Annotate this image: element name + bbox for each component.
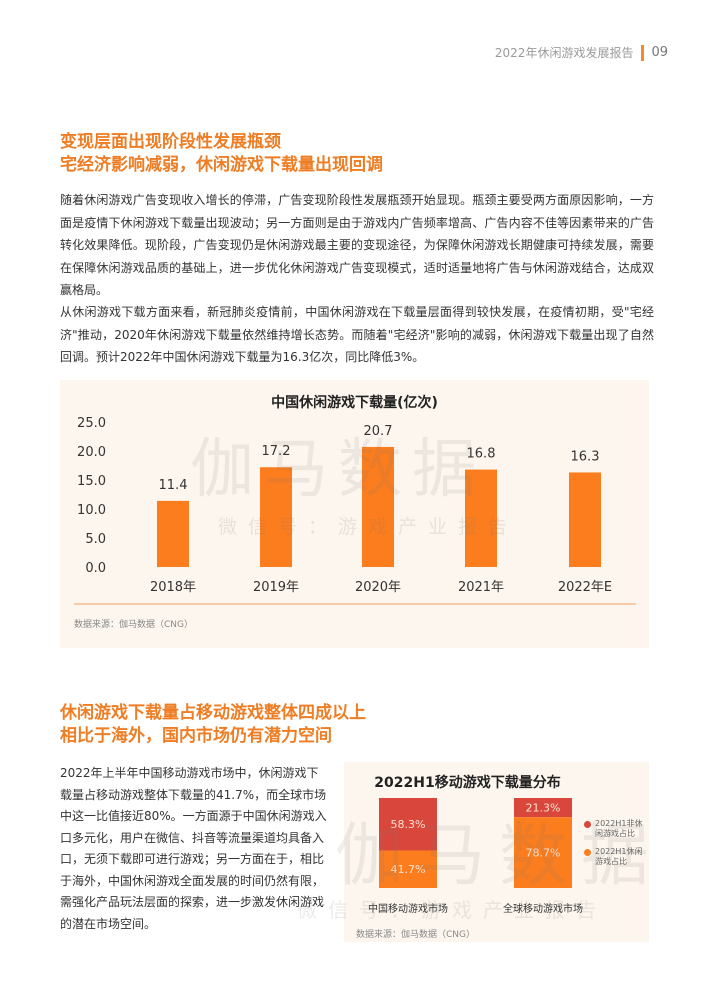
stack-label-casual: 41.7% — [391, 863, 426, 876]
legend-non-casual-dot — [584, 821, 591, 828]
y-tick-label: 5.0 — [85, 532, 106, 547]
x-tick-label: 2019年 — [253, 580, 299, 595]
section2-heading-line2: 相比于海外，国内市场仍有潜力空间 — [60, 726, 332, 746]
stack-category-label: 中国移动游戏市场 — [368, 902, 448, 915]
y-tick-label: 20.0 — [77, 445, 106, 460]
download-bar-chart: 中国休闲游戏下载量(亿次) 25.0 20.0 15.0 10.0 5.0 0.0 11.4… — [60, 380, 649, 648]
bar — [569, 472, 601, 567]
bar-value-label: 17.2 — [262, 444, 291, 459]
chart-title: 中国休闲游戏下载量(亿次) — [271, 395, 438, 411]
stack-segment-non-casual — [514, 798, 572, 818]
section1-heading: 变现层面出现阶段性发展瓶颈 宅经济影响减弱，休闲游戏下载量出现回调 — [60, 131, 383, 177]
section2-paragraph: 2022年上半年中国移动游戏市场中，休闲游戏下载量占移动游戏整体下载量的41.7… — [60, 766, 327, 931]
legend-casual-label: 2022H1休闲游戏占比 — [595, 847, 643, 866]
legend-casual-dot — [584, 849, 591, 856]
x-tick-label: 2020年 — [355, 580, 401, 595]
stack-label-non-casual: 21.3% — [526, 802, 561, 815]
header-divider — [641, 44, 645, 61]
watermark-logo: 伽马数据 — [190, 433, 486, 507]
bar — [157, 500, 189, 567]
bar — [465, 469, 497, 567]
distribution-chart: 2022H1移动游戏下载量分布 58.3% 41.7% 中国移动游戏市场 21.3% 7… — [344, 762, 649, 942]
bar-value-label: 16.3 — [571, 449, 600, 464]
stack-category-label: 全球移动游戏市场 — [503, 902, 583, 915]
section1-paragraph-2: 从休闲游戏下载方面来看，新冠肺炎疫情前，中国休闲游戏在下载量层面得到较快发展，在… — [60, 305, 654, 364]
chart-source: 数据来源：伽马数据（CNG） — [74, 620, 193, 630]
section1-heading-line2: 宅经济影响减弱，休闲游戏下载量出现回调 — [60, 155, 383, 175]
distribution-chart-title: 2022H1移动游戏下载量分布 — [374, 775, 561, 791]
page-header: 2022年休闲游戏发展报告 09 — [495, 44, 668, 61]
stack-segment-casual — [379, 850, 437, 888]
legend-non-casual-label: 2022H1非休闲游戏占比 — [595, 819, 643, 838]
y-tick-label: 25.0 — [77, 416, 106, 431]
x-tick-label: 2022年E — [558, 580, 612, 595]
section1-paragraph-1: 随着休闲游戏广告变现收入增长的停滞，广告变现阶段性发展瓶颈开始显现。瓶颈主要受两… — [60, 193, 654, 297]
watermark-logo-2: 伽马数据 — [335, 817, 664, 896]
y-tick-label: 15.0 — [77, 474, 106, 489]
stack-label-casual: 78.7% — [526, 847, 561, 860]
distribution-chart-svg: 58.3% 41.7% 中国移动游戏市场 21.3% 78.7% 全球移动游戏市场 — [368, 798, 583, 915]
stack-label-non-casual: 58.3% — [391, 818, 426, 831]
bar-chart-svg: 25.0 20.0 15.0 10.0 5.0 0.0 11.4 2018年 17.2 2019年… — [74, 416, 636, 605]
section2-heading-line1: 休闲游戏下载量占移动游戏整体四成以上 — [60, 703, 366, 723]
legend-non-casual: 2022H1非休闲游戏占比 — [584, 819, 645, 839]
report-title: 2022年休闲游戏发展报告 — [494, 46, 634, 60]
page-number: 09 — [651, 45, 668, 60]
bar-value-label: 20.7 — [364, 424, 393, 439]
bar-value-label: 16.8 — [467, 447, 496, 462]
bar-value-label: 11.4 — [159, 478, 188, 493]
section1-heading-line1: 变现层面出现阶段性发展瓶颈 — [60, 132, 281, 152]
watermark-tagline: 微信号：游戏产业报告 — [218, 516, 519, 538]
distribution-chart-source: 数据来源：伽马数据（CNG） — [356, 930, 475, 940]
x-tick-label: 2018年 — [150, 580, 196, 595]
legend-casual: 2022H1休闲游戏占比 — [584, 847, 645, 867]
stack-segment-non-casual — [379, 798, 437, 851]
y-tick-label: 10.0 — [77, 503, 106, 518]
y-tick-label: 0.0 — [85, 561, 106, 576]
stack-segment-casual — [514, 817, 572, 888]
bar — [362, 446, 394, 567]
watermark-tagline-2: 微信号：游戏产业报告 — [297, 898, 607, 922]
bar — [260, 467, 292, 567]
x-tick-label: 2021年 — [458, 580, 504, 595]
section2-heading: 休闲游戏下载量占移动游戏整体四成以上 相比于海外，国内市场仍有潜力空间 — [60, 702, 366, 748]
